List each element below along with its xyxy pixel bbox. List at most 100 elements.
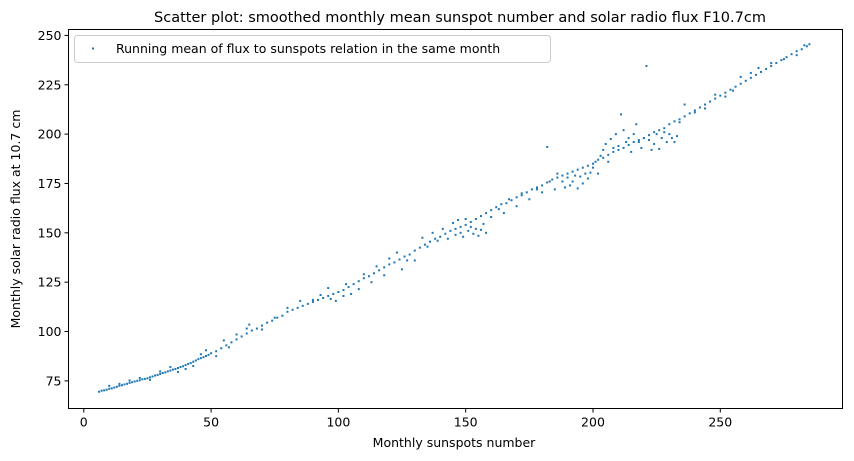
data-point xyxy=(327,287,330,290)
data-point xyxy=(215,350,218,353)
data-point xyxy=(388,263,391,266)
data-point xyxy=(520,194,523,197)
data-point xyxy=(469,220,472,223)
data-point xyxy=(143,377,146,380)
data-point xyxy=(459,225,462,228)
data-point xyxy=(591,162,594,165)
data-point xyxy=(724,95,727,98)
data-point xyxy=(790,53,793,56)
data-point xyxy=(510,199,513,202)
data-point xyxy=(434,237,437,240)
data-point xyxy=(668,123,671,126)
data-point xyxy=(467,229,470,232)
x-tick-label: 150 xyxy=(454,415,478,430)
y-tick-label: 150 xyxy=(38,225,62,240)
data-point xyxy=(413,259,416,262)
data-point xyxy=(462,235,465,238)
data-point xyxy=(625,141,628,144)
data-point xyxy=(398,258,401,261)
data-point xyxy=(449,229,452,232)
data-point xyxy=(591,166,594,169)
data-point xyxy=(785,56,788,59)
data-point xyxy=(250,329,253,332)
data-point xyxy=(395,251,398,254)
data-point xyxy=(581,166,584,169)
data-point xyxy=(579,175,582,178)
plot-frame xyxy=(68,29,843,409)
data-point xyxy=(342,289,345,292)
data-point xyxy=(678,118,681,121)
data-point xyxy=(459,231,462,234)
data-point xyxy=(709,100,712,103)
data-point xyxy=(464,223,467,226)
data-point xyxy=(803,44,806,47)
data-point xyxy=(757,66,760,69)
data-point xyxy=(515,205,518,208)
data-point xyxy=(383,266,386,269)
data-point xyxy=(663,131,666,134)
data-point xyxy=(571,180,574,183)
y-tick-label: 225 xyxy=(38,77,62,92)
data-point xyxy=(502,212,505,215)
data-point xyxy=(673,120,676,123)
data-point xyxy=(541,191,544,194)
data-point xyxy=(658,129,661,132)
data-point xyxy=(604,142,607,145)
data-point xyxy=(108,387,111,390)
data-point xyxy=(240,335,243,338)
y-tick-label: 100 xyxy=(38,324,62,339)
data-point xyxy=(749,76,752,79)
data-point xyxy=(118,382,121,385)
data-point xyxy=(612,146,615,149)
data-point xyxy=(597,172,600,175)
data-point xyxy=(245,332,248,335)
data-point xyxy=(322,296,325,299)
data-point xyxy=(347,286,350,289)
data-point xyxy=(334,299,337,302)
data-point xyxy=(138,379,141,382)
data-point xyxy=(571,170,574,173)
data-point xyxy=(556,176,559,179)
data-point xyxy=(765,67,768,70)
data-point xyxy=(171,368,174,371)
x-tick-label: 100 xyxy=(326,415,350,430)
data-point xyxy=(128,381,131,384)
data-point xyxy=(581,182,584,185)
data-point xyxy=(156,373,159,376)
data-point xyxy=(546,181,549,184)
data-point xyxy=(408,253,411,256)
data-point xyxy=(357,280,360,283)
data-point xyxy=(401,268,404,271)
data-point xyxy=(637,139,640,142)
data-point xyxy=(444,232,447,235)
data-point xyxy=(199,357,202,360)
data-point xyxy=(632,141,635,144)
data-point xyxy=(474,218,477,220)
data-point xyxy=(199,353,202,356)
data-point xyxy=(479,215,482,218)
legend: Running mean of flux to sunspots relatio… xyxy=(74,35,551,63)
data-point xyxy=(760,70,763,73)
data-point xyxy=(576,187,579,190)
data-point xyxy=(451,221,454,224)
data-point xyxy=(525,191,528,194)
data-point xyxy=(352,283,355,286)
data-point xyxy=(507,198,510,201)
data-point xyxy=(630,150,633,153)
data-point xyxy=(413,249,416,252)
data-point xyxy=(393,261,396,264)
data-point xyxy=(770,62,773,65)
data-point xyxy=(622,129,625,132)
data-point xyxy=(490,216,493,219)
data-point xyxy=(653,142,656,145)
data-point xyxy=(645,65,648,68)
data-point xyxy=(678,121,681,124)
data-point xyxy=(115,385,118,388)
data-point xyxy=(530,188,533,191)
data-point xyxy=(556,172,559,175)
data-point xyxy=(505,202,508,205)
data-point xyxy=(642,137,645,140)
data-point xyxy=(169,369,172,372)
data-point xyxy=(189,362,192,365)
data-point xyxy=(146,377,149,380)
